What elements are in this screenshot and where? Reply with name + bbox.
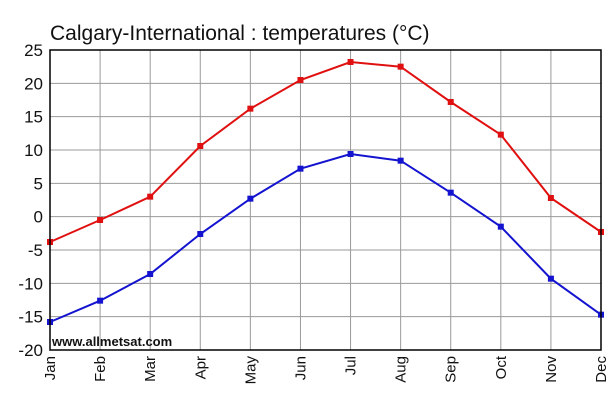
y-axis: 25 20 15 10 5 0 -5 -10 -15 -20 <box>18 41 43 360</box>
data-point <box>347 59 354 65</box>
y-tick-label: 15 <box>24 108 43 127</box>
data-point <box>397 157 404 164</box>
data-point <box>347 151 354 157</box>
data-point <box>397 63 404 70</box>
y-tick-label: 5 <box>34 174 43 193</box>
x-tick-label: Mar <box>142 356 159 382</box>
y-tick-label: -20 <box>18 341 43 360</box>
y-tick-label: 20 <box>24 74 43 93</box>
x-tick-label: Feb <box>92 356 109 382</box>
data-point <box>447 99 454 105</box>
data-point <box>547 275 554 282</box>
data-point <box>297 165 304 172</box>
y-tick-label: -5 <box>28 241 43 260</box>
data-point <box>297 77 304 83</box>
x-tick-label: Sep <box>443 356 460 383</box>
data-point <box>497 223 504 230</box>
x-tick-label: Jul <box>343 356 360 375</box>
data-point <box>247 105 254 112</box>
data-point <box>497 131 504 138</box>
data-point <box>97 217 104 223</box>
x-tick-label: Jan <box>42 356 59 380</box>
y-tick-label: -15 <box>18 308 43 327</box>
y-tick-label: 25 <box>24 41 43 60</box>
y-tick-label: -10 <box>18 274 43 293</box>
y-tick-label: 10 <box>24 141 43 160</box>
x-tick-label: Nov <box>543 356 560 383</box>
series-line <box>49 152 602 323</box>
x-axis: Jan Feb Mar Apr May Jun Jul Aug Sep Oct Nov Dec <box>42 355 610 384</box>
series-line <box>49 60 602 243</box>
x-tick-label: Dec <box>593 356 610 383</box>
x-tick-label: Jun <box>292 356 309 380</box>
data-point <box>197 231 204 237</box>
data-point <box>547 195 554 201</box>
plot-area <box>50 50 601 350</box>
chart-title: Calgary-International : temperatures (°C… <box>50 22 430 45</box>
data-point <box>147 271 154 277</box>
data-point <box>247 195 254 202</box>
plot-border <box>49 49 602 351</box>
x-tick-label: Aug <box>393 356 410 383</box>
x-tick-label: Oct <box>493 355 510 379</box>
data-point <box>447 189 454 196</box>
data-point <box>197 143 204 149</box>
x-tick-label: Apr <box>192 356 209 379</box>
x-tick-label: May <box>242 356 259 385</box>
watermark: www.allmetsat.com <box>51 334 172 349</box>
data-point <box>97 297 104 304</box>
data-point <box>147 193 154 200</box>
y-tick-label: 0 <box>34 208 43 227</box>
series-2 <box>47 151 604 325</box>
